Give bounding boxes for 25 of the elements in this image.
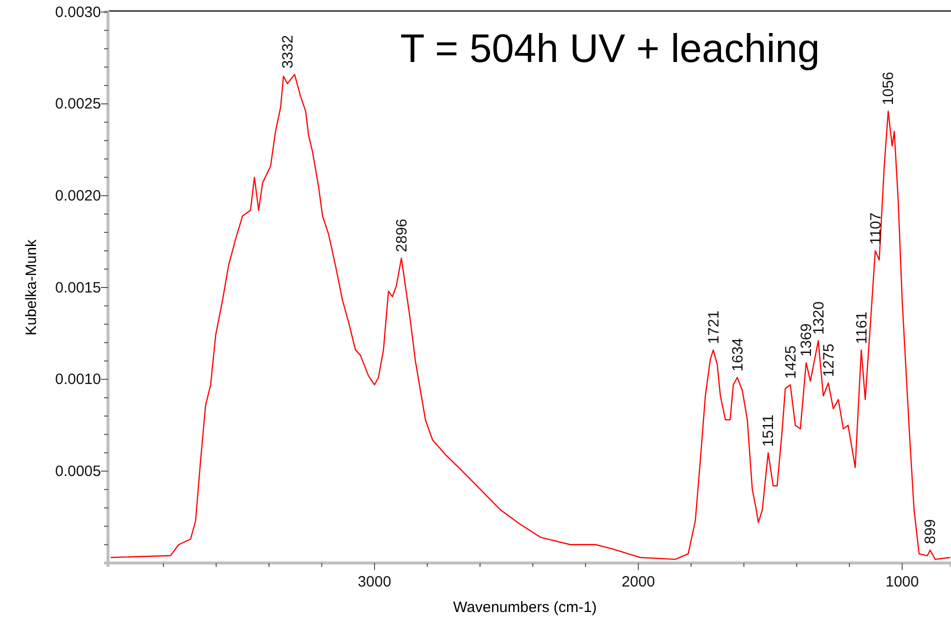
x-tick-label: 1000 bbox=[886, 574, 919, 590]
y-tick-label: 0.0005 bbox=[55, 462, 101, 480]
annotation: 1634 bbox=[729, 338, 746, 372]
annotation: 1511 bbox=[760, 414, 778, 447]
y-tick-label: 0.0030 bbox=[55, 4, 101, 21]
x-tick-label: 3000 bbox=[358, 574, 392, 590]
line-series bbox=[110, 74, 951, 560]
annotation: 1721 bbox=[705, 310, 722, 344]
y-tick-label: 0.0025 bbox=[55, 96, 101, 113]
annotation: 1161 bbox=[853, 312, 870, 344]
y-tick-label: 0.0020 bbox=[55, 187, 101, 204]
annotation: 1056 bbox=[880, 72, 898, 106]
y-axis-title: Kubelka-Munk bbox=[23, 239, 40, 336]
annotation: 3332 bbox=[279, 35, 296, 68]
annotation: 1425 bbox=[782, 345, 800, 379]
annotation: 899 bbox=[922, 519, 940, 544]
chart-title: T = 504h UV + leaching bbox=[400, 27, 820, 71]
x-tick-label: 2000 bbox=[622, 574, 656, 590]
annotation: 1320 bbox=[810, 301, 828, 335]
y-tick-label: 0.0015 bbox=[55, 279, 101, 296]
annotation: 1107 bbox=[867, 212, 884, 245]
y-tick-label: 0.0010 bbox=[55, 371, 101, 388]
annotation: 1275 bbox=[820, 344, 838, 378]
annotation: 2896 bbox=[393, 218, 410, 252]
x-axis-title: Wavenumbers (cm-1) bbox=[453, 599, 597, 616]
